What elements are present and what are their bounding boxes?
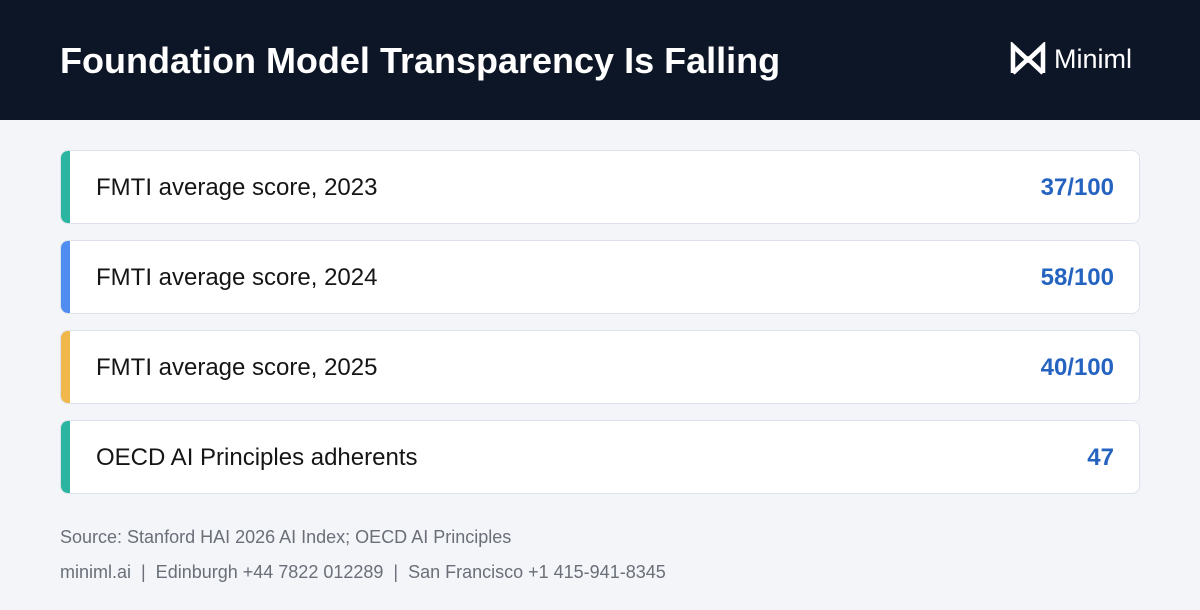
accent-bar [61,331,70,403]
stat-value: 58/100 [1040,264,1114,291]
stat-label: OECD AI Principles adherents [96,444,418,471]
stat-row: FMTI average score, 2023 37/100 [60,150,1140,224]
title: Foundation Model Transparency Is Falling [60,40,781,81]
stat-value: 40/100 [1040,354,1114,381]
stat-value: 37/100 [1040,174,1114,201]
brand: Miniml [1010,42,1132,76]
stat-value: 47 [1087,444,1114,471]
contact: miniml.ai | Edinburgh +44 7822 012289 | … [60,562,666,582]
stat-label: FMTI average score, 2023 [96,174,378,201]
accent-bar [61,421,70,493]
stat-label: FMTI average score, 2024 [96,264,378,291]
header: Foundation Model Transparency Is Falling… [0,0,1200,120]
stat-label: FMTI average score, 2025 [96,354,378,381]
source: Source: Stanford HAI 2026 AI Index; OECD… [60,527,512,547]
accent-bar [61,241,70,313]
brand-name: Miniml [1054,43,1132,74]
brand-logo [1010,42,1046,75]
stat-row: FMTI average score, 2024 58/100 [60,240,1140,314]
accent-bar [61,151,70,223]
stat-list: FMTI average score, 2023 37/100 FMTI avera… [60,150,1140,510]
stat-row: OECD AI Principles adherents 47 [60,420,1140,494]
stat-row: FMTI average score, 2025 40/100 [60,330,1140,404]
